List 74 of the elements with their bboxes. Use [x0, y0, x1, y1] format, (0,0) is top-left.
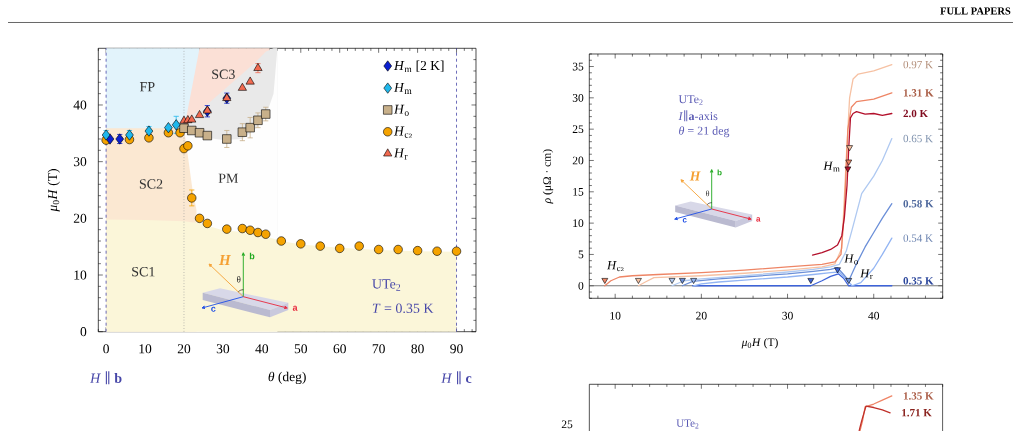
- legend-label: H$_{o}$: [393, 104, 409, 116]
- y-tick-label: 40: [73, 100, 87, 110]
- annotation: H: [218, 255, 232, 265]
- annotation: b: [249, 252, 255, 260]
- y-tick-label: 0: [578, 281, 584, 290]
- annotation: θ = 21 deg: [679, 126, 730, 138]
- text: FULL PAPERS: [940, 7, 1011, 15]
- annotation: H$_{o}$: [844, 254, 858, 265]
- y-tick-label: 35: [572, 62, 584, 71]
- y-tick-label: 20: [572, 156, 584, 165]
- annotation: H$_{c₂}$: [606, 261, 624, 272]
- y-tick-label: 5: [578, 250, 584, 259]
- annotation: I∥a-axis: [678, 110, 718, 122]
- annotation: UTe$_{2}$: [676, 419, 699, 429]
- annotation: FP: [139, 82, 155, 92]
- x-tick-label: 60: [333, 344, 346, 354]
- x-tick-label: 40: [868, 311, 880, 320]
- annotation: H$_{r}$: [860, 269, 873, 280]
- series-label: 0.58 K: [903, 199, 934, 208]
- annotation: PM: [218, 173, 239, 183]
- legend-label: H$_{c₂}$: [393, 126, 412, 138]
- legend-label: H$_{m}$ [2 K]: [393, 60, 444, 73]
- x-tick-label: 90: [450, 344, 463, 354]
- annotation: UTe$_{2}$: [678, 95, 703, 105]
- annotation: UTe$_{2}$: [372, 279, 401, 291]
- y-tick-label: 10: [74, 270, 87, 280]
- annotation: a: [292, 305, 298, 311]
- y-axis-title: μ$_{0}$H (T): [47, 169, 60, 212]
- x-tick-label: 10: [610, 311, 621, 320]
- y-tick-label: 30: [572, 93, 584, 102]
- y-tick-label: 25: [572, 125, 584, 134]
- annotation: SC3: [212, 69, 235, 79]
- x-tick-label: 30: [216, 344, 230, 354]
- annotation: a: [756, 217, 761, 222]
- y-axis-title: ρ (μΩ · cm): [542, 149, 554, 204]
- series-label: 1.71 K: [902, 409, 932, 417]
- y-tick-label: 0: [80, 327, 87, 337]
- ref-line-label: H ∥ b: [89, 371, 122, 385]
- series-label: 1.35 K: [903, 392, 934, 400]
- x-tick-label: 70: [372, 344, 385, 354]
- x-tick-label: 40: [255, 344, 269, 354]
- annotation: SC2: [139, 179, 163, 189]
- x-tick-label: 20: [696, 311, 707, 320]
- annotation: c: [211, 306, 216, 312]
- text: 25: [561, 420, 573, 429]
- annotation: SC1: [132, 266, 155, 277]
- ref-line-label: H ∥ c: [441, 371, 472, 385]
- annotation: T = 0.35 K: [372, 303, 434, 314]
- series-label: 0.97 K: [903, 60, 933, 69]
- x-tick-label: 10: [139, 344, 152, 354]
- y-tick-label: 15: [573, 187, 584, 196]
- series-label: 2.0 K: [903, 109, 928, 118]
- annotation: θ: [706, 190, 710, 197]
- legend-label: H$_{m}$: [393, 82, 412, 94]
- legend-label: H$_{r}$: [393, 148, 408, 160]
- x-tick-label: 30: [782, 311, 793, 320]
- x-axis-title: θ (deg): [268, 371, 306, 385]
- series-label: 0.35 K: [903, 277, 934, 285]
- x-tick-label: 20: [177, 344, 191, 354]
- series-label: 1.31 K: [903, 89, 934, 97]
- annotation: H: [689, 171, 701, 181]
- y-tick-label: 20: [73, 213, 87, 223]
- annotation: θ: [236, 276, 241, 283]
- series-label: 0.65 K: [903, 134, 933, 143]
- y-tick-label: 30: [73, 157, 87, 167]
- x-tick-label: 0: [103, 344, 109, 354]
- series-label: 0.54 K: [903, 234, 933, 242]
- x-tick-label: 80: [411, 344, 424, 354]
- x-tick-label: 50: [294, 344, 308, 354]
- y-tick-label: 10: [573, 219, 584, 227]
- x-axis-title: μ$_{0}$H (T): [741, 338, 778, 349]
- annotation: b: [717, 169, 722, 176]
- annotation: c: [682, 218, 687, 223]
- annotation: H$_{m}$: [823, 161, 840, 172]
